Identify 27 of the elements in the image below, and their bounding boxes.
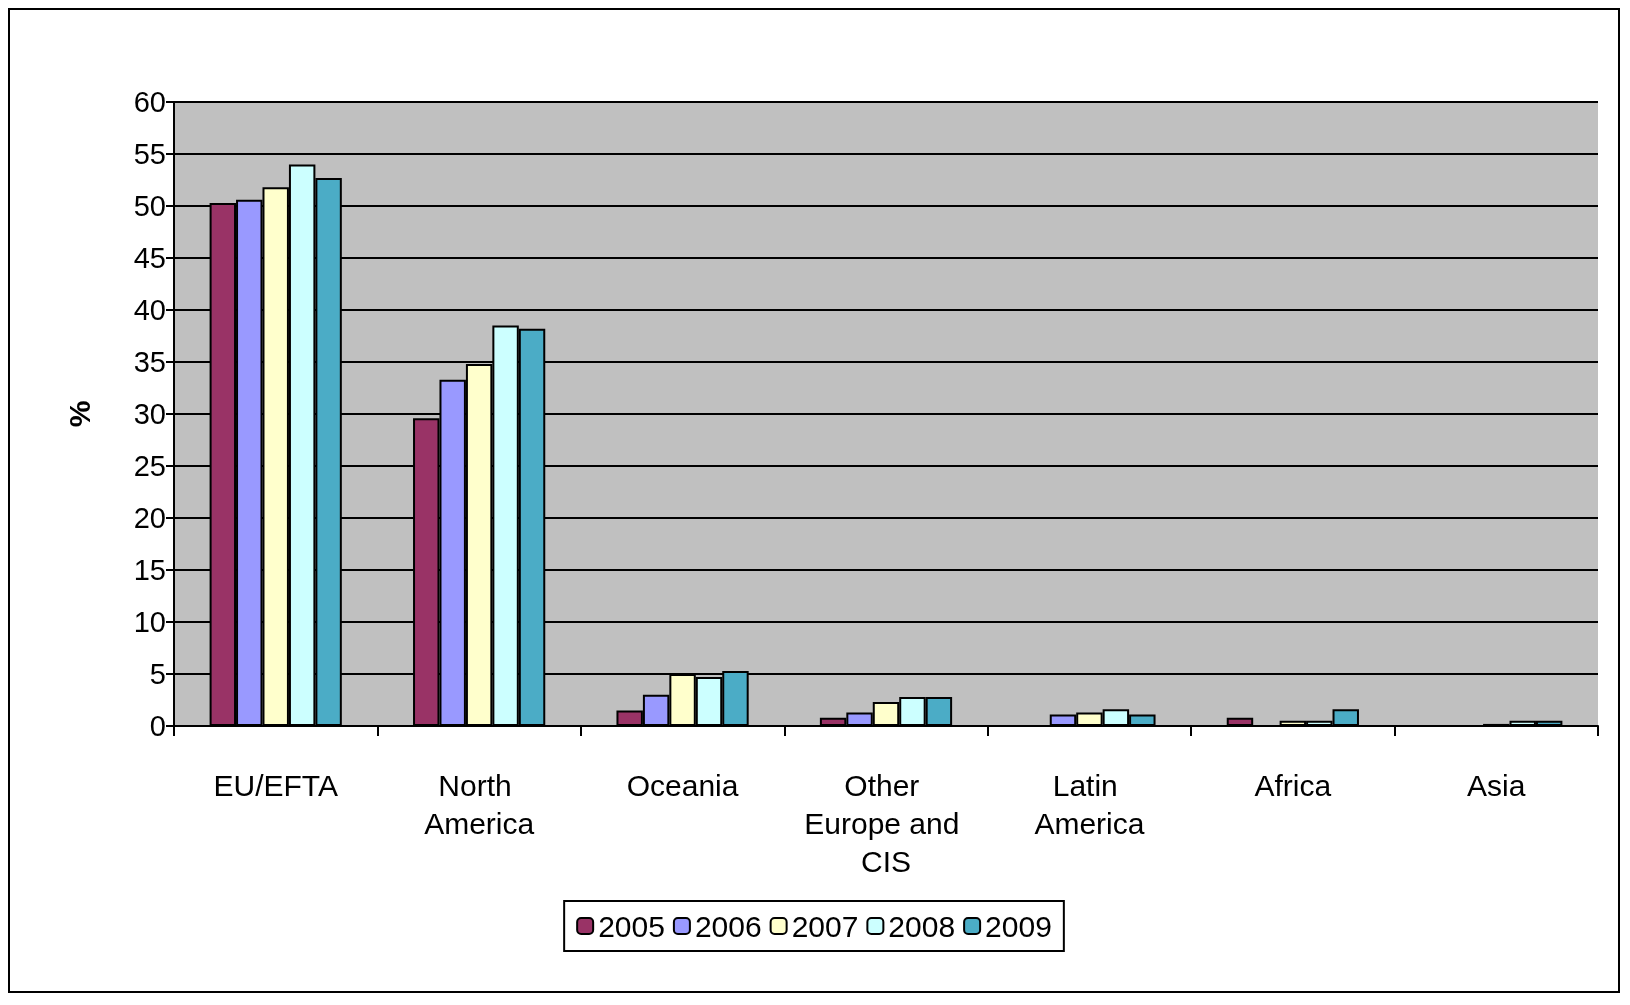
y-tick-label: 25 [133, 450, 166, 482]
bar [1226, 717, 1254, 726]
y-tick-label: 20 [133, 502, 166, 534]
y-tick-label: 55 [133, 138, 166, 170]
y-tick-label: 50 [133, 190, 166, 222]
y-tick-label: 35 [133, 346, 166, 378]
y-axis-title: % [62, 400, 96, 428]
legend-label: 2007 [791, 909, 859, 943]
x-tick-label: Latin America [1034, 768, 1145, 840]
y-tick-label: 60 [133, 86, 166, 118]
y-tick-label: 40 [133, 294, 166, 326]
y-tick-label: 15 [133, 554, 166, 586]
x-tick-label: Oceania [626, 768, 739, 802]
legend-label: 2008 [888, 909, 956, 943]
y-tick-label: 5 [149, 658, 166, 690]
y-tick-label: 30 [133, 398, 166, 430]
x-tick-label: Asia [1467, 768, 1526, 802]
x-tick-label: North America [424, 768, 535, 840]
y-tick-label: 0 [149, 710, 166, 742]
y-tick-label: 45 [133, 242, 166, 274]
legend-label: 2006 [694, 909, 762, 943]
x-tick-label: EU/EFTA [213, 768, 338, 802]
legend-label: 2005 [598, 909, 665, 943]
x-tick-label: Other Europe and CIS [804, 768, 968, 878]
y-tick-label: 10 [133, 606, 166, 638]
legend-label: 2009 [985, 909, 1052, 943]
x-tick-label: Africa [1254, 768, 1332, 802]
